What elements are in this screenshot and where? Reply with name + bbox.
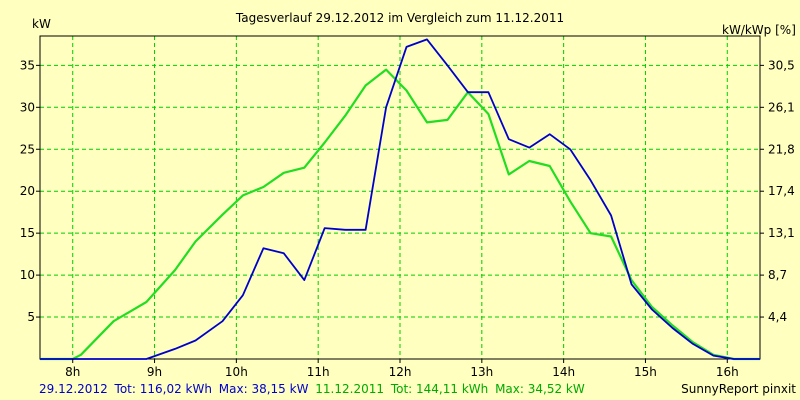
x-tick-label: 10h — [225, 365, 248, 379]
series-line-1 — [40, 38, 760, 360]
footer-series2-max: Max: 34,52 kW — [495, 382, 585, 396]
y-tick-label-right: 26,1 — [768, 100, 795, 114]
footer-summary: 29.12.2012 Tot: 116,02 kWh Max: 38,15 kW… — [39, 382, 585, 396]
x-tick-label: 9h — [147, 365, 162, 379]
left-axis-label: kW — [32, 17, 51, 31]
footer-series1-tot: Tot: 116,02 kWh — [114, 382, 212, 396]
y-tick-label-right: 17,4 — [768, 184, 795, 198]
x-tick-label: 11h — [307, 365, 330, 379]
right-axis-label: kW/kWp [%] — [722, 23, 796, 37]
x-tick-label: 16h — [716, 365, 739, 379]
y-tick-label-right: 21,8 — [768, 142, 795, 156]
y-tick-label-left: 15 — [20, 226, 35, 240]
y-tick-label-right: 4,4 — [768, 310, 787, 324]
tick-labels: 8h 9h 10h 11h 12h 13h 14h 15h 16h 5 4,4 10 8,7 15 13,1… — [20, 58, 795, 379]
y-tick-label-left: 25 — [20, 142, 35, 156]
series-line-2 — [40, 68, 760, 361]
x-tick-label: 12h — [389, 365, 412, 379]
footer-series2-label: 11.12.2011 — [315, 382, 384, 396]
footer-series2-tot: Tot: 144,11 kWh — [390, 382, 488, 396]
y-tick-label-right: 8,7 — [768, 268, 787, 282]
footer-series1-label: 29.12.2012 — [39, 382, 108, 396]
footer-series1-max: Max: 38,15 kW — [219, 382, 309, 396]
y-tick-label-left: 10 — [20, 268, 35, 282]
y-tick-label-left: 35 — [20, 58, 35, 72]
y-tick-label-left: 30 — [20, 100, 35, 114]
x-tick-label: 13h — [470, 365, 493, 379]
chart-title: Tagesverlauf 29.12.2012 im Vergleich zum… — [235, 11, 564, 25]
brand-label: SunnyReport pinxit — [681, 382, 796, 396]
y-tick-label-right: 30,5 — [768, 58, 795, 72]
x-tick-label: 15h — [634, 365, 657, 379]
x-tick-label: 8h — [65, 365, 80, 379]
y-tick-label-left: 20 — [20, 184, 35, 198]
series-lines — [40, 38, 760, 361]
x-tick-label: 14h — [552, 365, 575, 379]
y-tick-label-right: 13,1 — [768, 226, 795, 240]
y-tick-label-left: 5 — [27, 310, 35, 324]
